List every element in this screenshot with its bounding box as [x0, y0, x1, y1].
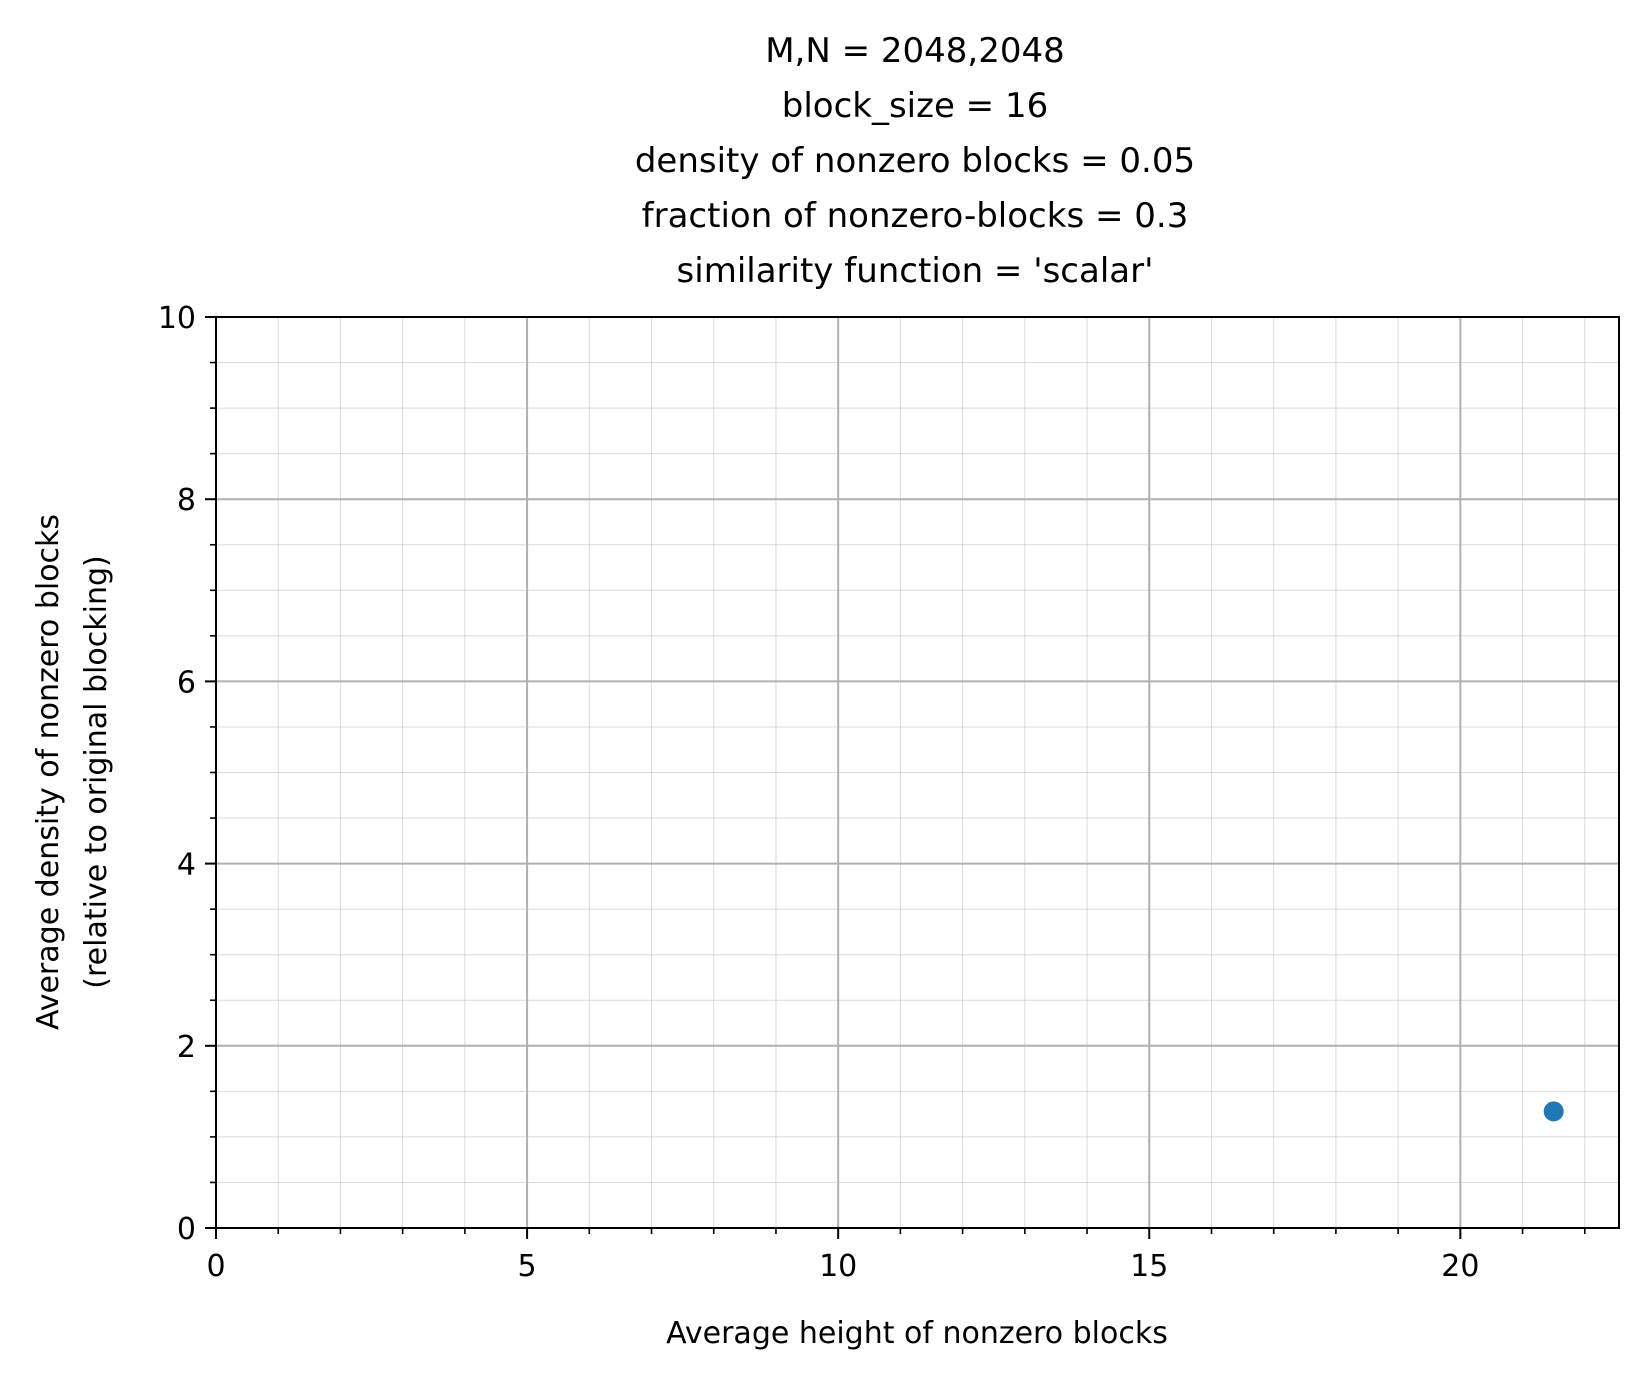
title-line-2: block_size = 16: [782, 86, 1049, 126]
y-tick-label: 0: [177, 1212, 196, 1247]
x-tick-label: 15: [1130, 1249, 1168, 1284]
y-tick-label: 2: [177, 1030, 196, 1065]
data-points: [1543, 1101, 1564, 1122]
y-tick-label: 4: [177, 848, 196, 883]
y-axis-label-line-2: (relative to original blocking): [79, 555, 114, 988]
title-line-5: similarity function = 'scalar': [677, 251, 1154, 291]
x-tick-label: 20: [1441, 1249, 1479, 1284]
y-axis: 0 2 4 6 8 10: [158, 301, 216, 1247]
x-tick-label: 10: [819, 1249, 857, 1284]
y-tick-label: 8: [177, 483, 196, 518]
y-axis-label: Average density of nonzero blocks (relat…: [31, 514, 114, 1030]
title-line-3: density of nonzero blocks = 0.05: [635, 141, 1195, 181]
x-tick-label: 0: [206, 1249, 225, 1284]
y-axis-label-line-1: Average density of nonzero blocks: [31, 514, 66, 1030]
chart-title: M,N = 2048,2048 block_size = 16 density …: [635, 31, 1195, 291]
x-axis-label: Average height of nonzero blocks: [666, 1316, 1168, 1351]
title-line-1: M,N = 2048,2048: [765, 31, 1065, 71]
data-point: [1543, 1101, 1564, 1122]
x-axis: 0 5 10 15 20: [206, 1228, 1586, 1284]
x-tick-label: 5: [518, 1249, 537, 1284]
grid-minor: [216, 317, 1619, 1228]
title-line-4: fraction of nonzero-blocks = 0.3: [642, 196, 1189, 236]
y-tick-label: 6: [177, 665, 196, 700]
y-tick-label: 10: [158, 301, 196, 336]
